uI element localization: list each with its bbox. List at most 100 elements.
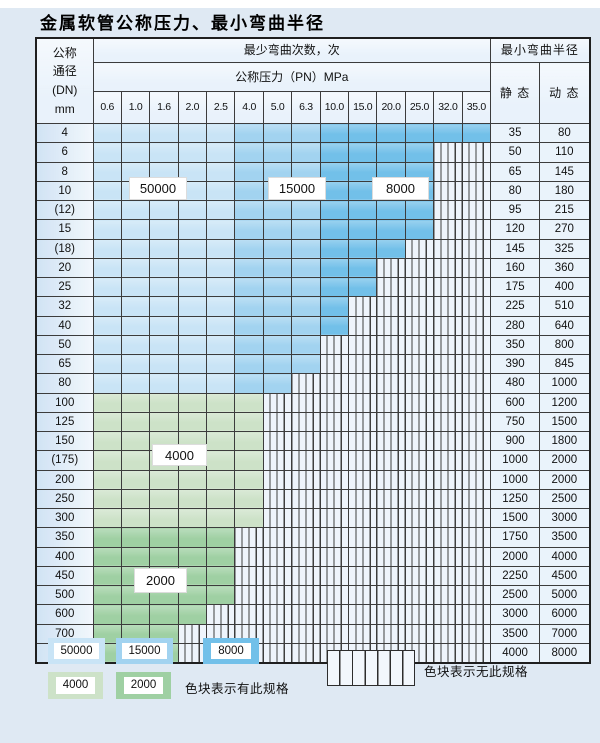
legend-swatch-8000-value: 8000 xyxy=(211,642,251,660)
spec-cell xyxy=(177,257,208,279)
spec-cell xyxy=(177,488,208,510)
static-cell: 145 xyxy=(490,238,541,259)
spec-cell xyxy=(149,122,179,144)
spec-cell xyxy=(376,276,406,298)
spec-cell xyxy=(404,219,435,240)
spec-cell xyxy=(433,353,463,375)
spec-cell xyxy=(376,546,406,567)
spec-cell xyxy=(120,276,151,298)
dn-cell: 80 xyxy=(35,373,94,394)
dynamic-cell: 1000 xyxy=(539,373,591,394)
spec-cell xyxy=(262,546,293,567)
spec-cell xyxy=(92,122,122,144)
spec-cell xyxy=(404,584,435,606)
spec-cell xyxy=(433,122,463,144)
spec-cell xyxy=(262,373,293,394)
spec-cell xyxy=(291,315,321,336)
spec-cell xyxy=(461,604,492,625)
spec-cell xyxy=(262,642,293,664)
spec-cell xyxy=(376,469,406,490)
dn-cell: 4 xyxy=(35,122,94,144)
spec-cell xyxy=(92,353,122,375)
spec-cell xyxy=(234,199,264,221)
spec-cell xyxy=(291,642,321,664)
spec-cell xyxy=(291,161,321,182)
spec-cell xyxy=(92,334,122,356)
spec-cell xyxy=(177,199,208,221)
table-row: 80 480 1000 xyxy=(35,373,591,394)
pressure-value-header: 2.0 xyxy=(177,91,208,124)
spec-cell xyxy=(177,122,208,144)
spec-cell xyxy=(461,450,492,471)
spec-cell xyxy=(262,142,293,163)
spec-cell xyxy=(348,334,378,356)
spec-cell xyxy=(234,276,264,298)
spec-cell xyxy=(348,296,378,317)
spec-cell xyxy=(177,507,208,529)
spec-cell xyxy=(206,411,236,433)
spec-cell xyxy=(234,180,264,202)
table-row: 300 1500 3000 xyxy=(35,507,591,529)
static-header: 静 态 xyxy=(490,62,541,124)
static-cell: 2250 xyxy=(490,565,541,587)
spec-cell xyxy=(92,142,122,163)
spec-cell xyxy=(461,469,492,490)
spec-cell xyxy=(234,411,264,433)
spec-cell xyxy=(376,122,406,144)
spec-cell xyxy=(234,142,264,163)
dynamic-cell: 7000 xyxy=(539,623,591,644)
spec-cell xyxy=(234,161,264,182)
spec-cell xyxy=(319,257,350,279)
dn-cell: (18) xyxy=(35,238,94,259)
spec-cell xyxy=(461,238,492,259)
spec-cell xyxy=(348,276,378,298)
spec-cell xyxy=(461,430,492,452)
spec-cell xyxy=(433,411,463,433)
pressure-value-header: 4.0 xyxy=(234,91,264,124)
static-cell: 80 xyxy=(490,180,541,202)
static-cell: 120 xyxy=(490,219,541,240)
static-cell: 225 xyxy=(490,296,541,317)
static-cell: 175 xyxy=(490,276,541,298)
dynamic-cell: 640 xyxy=(539,315,591,336)
static-cell: 65 xyxy=(490,161,541,182)
spec-cell xyxy=(177,642,208,664)
pressure-value-header: 32.0 xyxy=(433,91,463,124)
spec-cell xyxy=(461,392,492,413)
spec-cell xyxy=(376,392,406,413)
spec-cell xyxy=(92,180,122,202)
static-cell: 480 xyxy=(490,373,541,394)
legend-swatch-4000: 4000 xyxy=(48,672,103,699)
spec-cell xyxy=(376,527,406,548)
spec-cell xyxy=(120,161,151,182)
spec-cell xyxy=(319,584,350,606)
spec-cell xyxy=(262,219,293,240)
spec-cell xyxy=(262,238,293,259)
spec-cell xyxy=(404,527,435,548)
spec-cell xyxy=(376,488,406,510)
dynamic-cell: 325 xyxy=(539,238,591,259)
spec-cell xyxy=(206,565,236,587)
spec-cell xyxy=(206,122,236,144)
spec-cell xyxy=(234,238,264,259)
spec-cell xyxy=(433,238,463,259)
spec-cell xyxy=(348,604,378,625)
spec-cell xyxy=(433,604,463,625)
spec-cell xyxy=(262,276,293,298)
pressure-value-header: 25.0 xyxy=(404,91,435,124)
table-row: (18) 145 325 xyxy=(35,238,591,259)
spec-cell xyxy=(92,507,122,529)
pressure-value-header: 35.0 xyxy=(461,91,492,124)
spec-cell xyxy=(206,450,236,471)
spec-cell xyxy=(177,584,208,606)
spec-cell xyxy=(461,527,492,548)
spec-cell xyxy=(149,334,179,356)
table-row: 500 2500 5000 xyxy=(35,584,591,606)
spec-cell xyxy=(149,373,179,394)
spec-cell xyxy=(177,623,208,644)
table-row: 8 65 145 xyxy=(35,161,591,182)
spec-cell xyxy=(177,142,208,163)
spec-cell xyxy=(319,353,350,375)
spec-cell xyxy=(92,565,122,587)
spec-cell xyxy=(291,238,321,259)
